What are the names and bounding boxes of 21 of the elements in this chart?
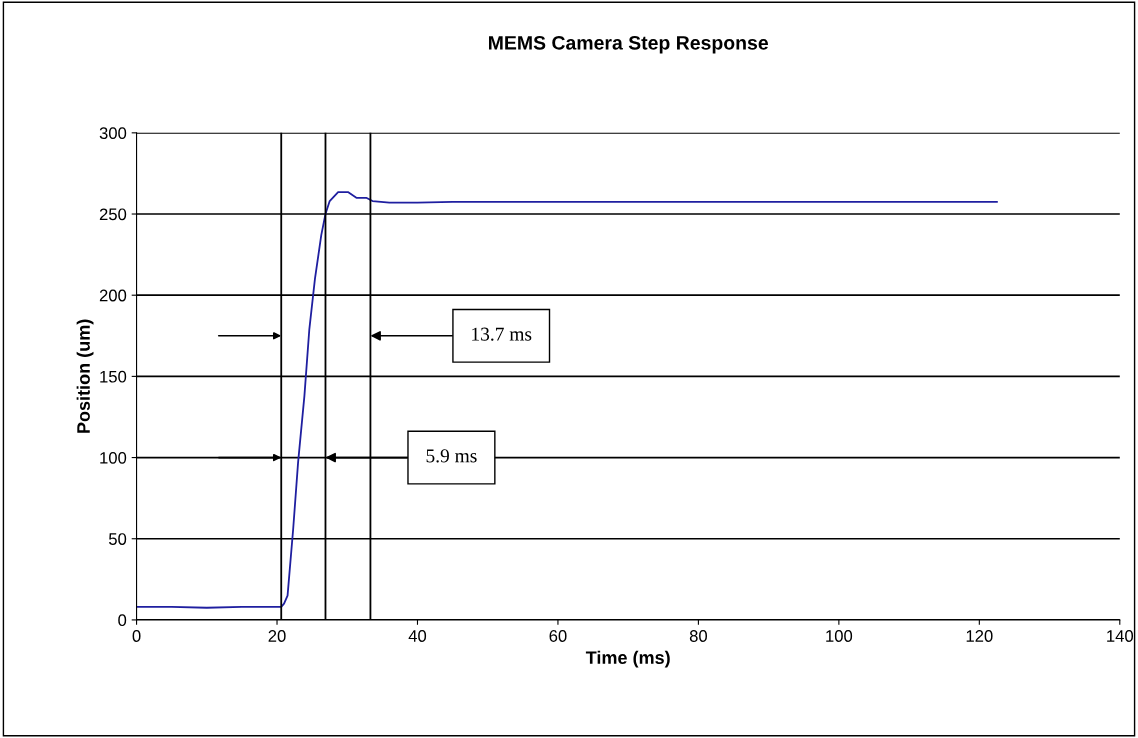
line-series xyxy=(136,191,998,609)
y-tick-label: 0 xyxy=(118,614,127,627)
y-tick-label: 200 xyxy=(99,289,127,302)
annotation: 5.9 ms xyxy=(426,449,477,463)
y-tick-label: 300 xyxy=(99,127,127,140)
x-tick-label: 80 xyxy=(689,630,708,642)
y-tick-label: 100 xyxy=(100,451,127,464)
y-axis-title: Position (um) xyxy=(76,319,94,433)
annotation: 13.7 ms xyxy=(472,327,532,341)
x-tick-label: 40 xyxy=(408,630,427,642)
y-tick-label: 150 xyxy=(100,370,127,383)
x-axis-title: Time (ms) xyxy=(585,650,670,668)
chart-title: MEMS Camera Step Response xyxy=(489,35,768,54)
y-tick-label: 250 xyxy=(99,208,127,221)
x-tick-label: 140 xyxy=(1107,630,1134,642)
x-tick-label: 120 xyxy=(966,630,993,642)
x-tick-label: 0 xyxy=(132,630,141,642)
x-tick-label: 60 xyxy=(549,630,567,642)
y-tick-label: 50 xyxy=(108,533,127,545)
x-tick-label: 20 xyxy=(268,630,286,642)
x-tick-label: 100 xyxy=(826,630,853,642)
